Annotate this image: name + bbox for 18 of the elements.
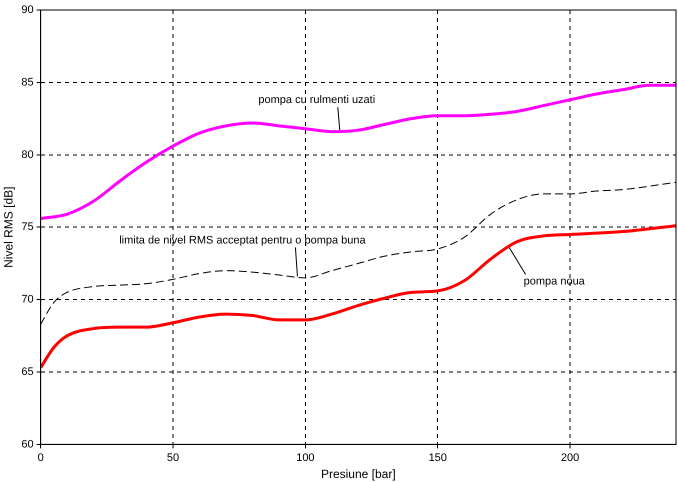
annotation: pompa noua [524, 276, 586, 288]
y-tick-label: 60 [21, 438, 34, 450]
y-tick-label: 65 [21, 366, 34, 378]
line-series [40, 84, 676, 220]
line-series [40, 224, 676, 370]
annotation: limita de nivel RMS acceptat pentru o pompa buna [119, 234, 367, 246]
y-tick-label: 75 [21, 221, 34, 234]
x-axis-title: Presiune [bar] [320, 467, 396, 482]
y-tick-label: 85 [21, 76, 34, 88]
x-tick-label: 0 [38, 452, 44, 464]
y-axis-title: Nivel RMS [dB] [2, 186, 16, 268]
y-tick-label: 70 [21, 294, 34, 306]
x-tick-label: 200 [560, 452, 580, 464]
y-tick-label: 90 [21, 4, 34, 16]
y-tick-label: 80 [21, 148, 34, 161]
x-tick-label: 150 [428, 452, 447, 464]
x-tick-label: 50 [166, 452, 180, 464]
x-tick-label: 100 [296, 452, 315, 464]
